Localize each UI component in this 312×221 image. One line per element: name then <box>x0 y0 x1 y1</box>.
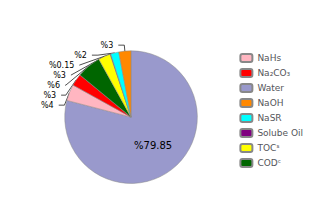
svg-text:Na₂CO₃: Na₂CO₃ <box>257 68 290 78</box>
svg-text:%3: %3 <box>101 41 114 50</box>
svg-text:CODᶜ: CODᶜ <box>257 158 281 168</box>
svg-text:%3: %3 <box>43 91 56 100</box>
svg-text:%6: %6 <box>47 81 60 90</box>
svg-text:Water: Water <box>257 83 284 93</box>
svg-text:%0.15: %0.15 <box>49 61 74 70</box>
svg-text:%3: %3 <box>53 71 66 80</box>
svg-text:%4: %4 <box>41 101 54 110</box>
svg-text:NaOH: NaOH <box>257 98 283 108</box>
svg-text:Solube Oil: Solube Oil <box>257 128 303 138</box>
svg-text:TOCˢ: TOCˢ <box>256 143 279 153</box>
svg-text:NaSR: NaSR <box>257 113 281 123</box>
svg-text:%79.85: %79.85 <box>134 140 172 151</box>
svg-text:NaHs: NaHs <box>257 53 281 63</box>
svg-text:%2: %2 <box>74 51 87 60</box>
